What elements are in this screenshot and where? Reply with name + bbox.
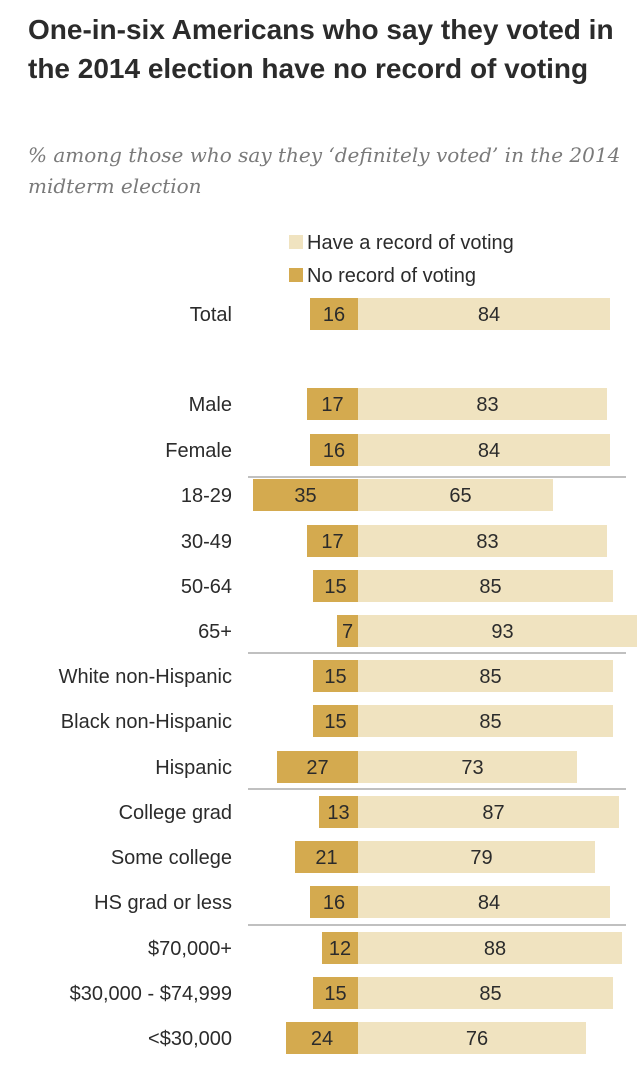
bar-have-record-18-29	[358, 479, 553, 511]
bar-have-record-female	[358, 434, 610, 466]
bar-no-record-50-64	[313, 570, 358, 602]
row-label-some-college: Some college	[111, 847, 232, 869]
bar-no-record-some-college	[295, 841, 358, 873]
bar-have-record-30-000	[358, 1022, 586, 1054]
value-have-record-female: 84	[478, 440, 500, 462]
legend-swatch-no-record	[289, 268, 303, 282]
value-no-record-hs-grad-or-less: 16	[323, 892, 345, 914]
row-label-30-000: <$30,000	[148, 1028, 232, 1050]
value-have-record-college-grad: 87	[482, 802, 504, 824]
bar-have-record-30-49	[358, 525, 607, 557]
value-no-record-female: 16	[323, 440, 345, 462]
value-have-record-18-29: 65	[449, 485, 471, 507]
bar-have-record-65	[358, 615, 637, 647]
row-label-female: Female	[165, 440, 232, 462]
bar-no-record-30-49	[307, 525, 358, 557]
bar-have-record-college-grad	[358, 796, 619, 828]
bar-no-record-black-non-hispanic	[313, 705, 358, 737]
bar-have-record-70-000	[358, 932, 622, 964]
value-have-record-30-000: 76	[466, 1028, 488, 1050]
value-have-record-hs-grad-or-less: 84	[478, 892, 500, 914]
bar-no-record-white-non-hispanic	[313, 660, 358, 692]
value-have-record-white-non-hispanic: 85	[479, 666, 501, 688]
row-label-30-49: 30-49	[181, 531, 232, 553]
bar-no-record-hispanic	[277, 751, 358, 783]
bar-no-record-female	[310, 434, 358, 466]
legend-label-no-record: No record of voting	[307, 265, 476, 287]
row-label-65: 65+	[198, 621, 232, 643]
legend-swatch-have-record	[289, 235, 303, 249]
value-no-record-30-49: 17	[321, 531, 343, 553]
value-no-record-65: 7	[342, 621, 353, 643]
value-no-record-white-non-hispanic: 15	[324, 666, 346, 688]
bar-have-record-30-000-74-999	[358, 977, 613, 1009]
value-have-record-hispanic: 73	[461, 757, 483, 779]
row-label-white-non-hispanic: White non-Hispanic	[59, 666, 232, 688]
bar-have-record-black-non-hispanic	[358, 705, 613, 737]
value-no-record-18-29: 35	[294, 485, 316, 507]
value-have-record-70-000: 88	[484, 938, 506, 960]
bar-no-record-hs-grad-or-less	[310, 886, 358, 918]
value-have-record-some-college: 79	[470, 847, 492, 869]
bar-have-record-hispanic	[358, 751, 577, 783]
bar-have-record-50-64	[358, 570, 613, 602]
legend-label-have-record: Have a record of voting	[307, 232, 514, 254]
bar-no-record-30-000-74-999	[313, 977, 358, 1009]
value-no-record-total: 16	[323, 304, 345, 326]
row-label-black-non-hispanic: Black non-Hispanic	[61, 711, 232, 733]
bar-have-record-white-non-hispanic	[358, 660, 613, 692]
bar-no-record-65	[337, 615, 358, 647]
bar-no-record-male	[307, 388, 358, 420]
bar-have-record-total	[358, 298, 610, 330]
row-label-30-000-74-999: $30,000 - $74,999	[70, 983, 232, 1005]
row-label-18-29: 18-29	[181, 485, 232, 507]
bar-have-record-male	[358, 388, 607, 420]
value-have-record-30-49: 83	[476, 531, 498, 553]
row-label-70-000: $70,000+	[148, 938, 232, 960]
value-no-record-male: 17	[321, 394, 343, 416]
bar-no-record-70-000	[322, 932, 358, 964]
value-no-record-hispanic: 27	[306, 757, 328, 779]
bar-no-record-college-grad	[319, 796, 358, 828]
chart-subtitle: % among those who say they ‘definitely v…	[28, 143, 621, 198]
chart-title: One-in-six Americans who say they voted …	[28, 14, 614, 84]
value-no-record-30-000: 24	[311, 1028, 333, 1050]
value-have-record-black-non-hispanic: 85	[479, 711, 501, 733]
value-have-record-50-64: 85	[479, 576, 501, 598]
bar-have-record-some-college	[358, 841, 595, 873]
value-have-record-total: 84	[478, 304, 500, 326]
value-no-record-college-grad: 13	[327, 802, 349, 824]
value-no-record-30-000-74-999: 15	[324, 983, 346, 1005]
bar-no-record-30-000	[286, 1022, 358, 1054]
bar-have-record-hs-grad-or-less	[358, 886, 610, 918]
row-label-college-grad: College grad	[119, 802, 232, 824]
row-label-male: Male	[189, 394, 232, 416]
value-no-record-50-64: 15	[324, 576, 346, 598]
bar-no-record-total	[310, 298, 358, 330]
bar-no-record-18-29	[253, 479, 358, 511]
row-label-hs-grad-or-less: HS grad or less	[94, 892, 232, 914]
value-no-record-some-college: 21	[315, 847, 337, 869]
row-label-hispanic: Hispanic	[155, 757, 232, 779]
value-no-record-black-non-hispanic: 15	[324, 711, 346, 733]
value-no-record-70-000: 12	[329, 938, 351, 960]
value-have-record-30-000-74-999: 85	[479, 983, 501, 1005]
row-label-total: Total	[190, 304, 232, 326]
row-label-50-64: 50-64	[181, 576, 232, 598]
value-have-record-male: 83	[476, 394, 498, 416]
value-have-record-65: 93	[491, 621, 513, 643]
